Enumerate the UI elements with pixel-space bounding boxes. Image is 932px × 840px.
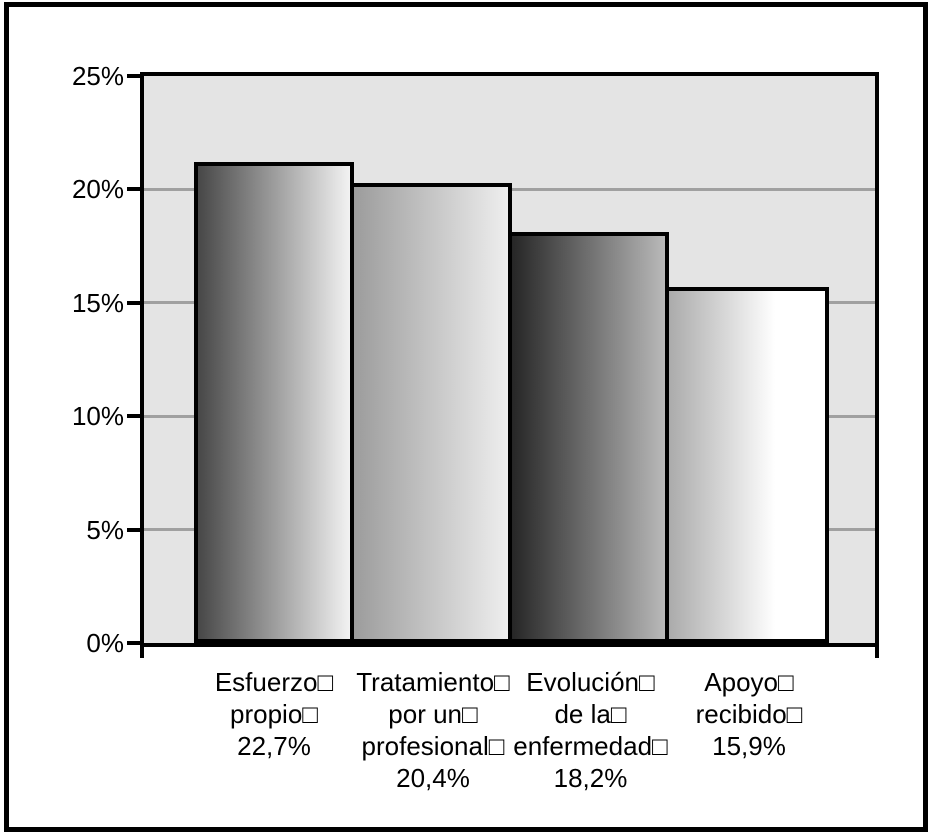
y-axis-tick-label: 25% xyxy=(71,61,124,91)
x-axis-tick xyxy=(140,643,144,658)
category-label-3: Evolución□ de la□ enfermedad□ 18,2% xyxy=(476,666,706,794)
y-axis-tick-label: 15% xyxy=(71,287,124,318)
bar-4 xyxy=(665,287,829,643)
category-label-line: Esfuerzo□ xyxy=(214,667,334,697)
plot-inner xyxy=(144,76,875,643)
y-axis-tick-label: 20% xyxy=(71,174,124,205)
y-axis-tick-label: 10% xyxy=(71,401,124,432)
y-axis-tick xyxy=(127,187,140,192)
y-axis-tick-label: 0% xyxy=(86,628,124,658)
category-label-line: Tratamiento□ xyxy=(356,667,510,697)
category-label-line: profesional□ xyxy=(361,731,505,761)
category-label-line: de la□ xyxy=(554,699,627,729)
category-label-line: enfermedad□ xyxy=(513,731,668,761)
category-label-2: Tratamiento□ por un□ profesional□ 20,4% xyxy=(318,666,548,794)
y-axis-tick xyxy=(127,74,140,78)
y-axis-tick-label: 5% xyxy=(86,514,124,545)
category-label-line: 22,7% xyxy=(237,731,311,761)
y-axis-tick xyxy=(127,300,140,305)
bar-3 xyxy=(508,232,669,643)
category-label-line: por un□ xyxy=(388,699,478,729)
category-label-line: Evolución□ xyxy=(526,667,655,697)
figure-frame: 25% 20% 15% 10% 5% 0% Esfuerzo□ propio□ 22,7% Tr… xyxy=(4,2,928,832)
category-label-line: 18,2% xyxy=(553,763,628,793)
x-axis-tick xyxy=(875,643,879,658)
bar-2 xyxy=(350,183,512,643)
category-label-line: 20,4% xyxy=(396,763,470,793)
category-label-line: Apoyo□ xyxy=(704,667,794,697)
y-axis-tick xyxy=(127,641,140,645)
category-label-4: Apoyo□ recibido□ 15,9% xyxy=(634,666,864,762)
category-label-1: Esfuerzo□ propio□ 22,7% xyxy=(159,666,389,762)
plot-area xyxy=(140,72,879,647)
category-label-line: propio□ xyxy=(230,699,318,729)
y-axis-tick xyxy=(127,527,140,532)
category-label-line: recibido□ xyxy=(695,699,803,729)
category-label-line: 15,9% xyxy=(712,731,786,761)
y-axis-tick xyxy=(127,414,140,419)
bar-1 xyxy=(194,162,354,643)
